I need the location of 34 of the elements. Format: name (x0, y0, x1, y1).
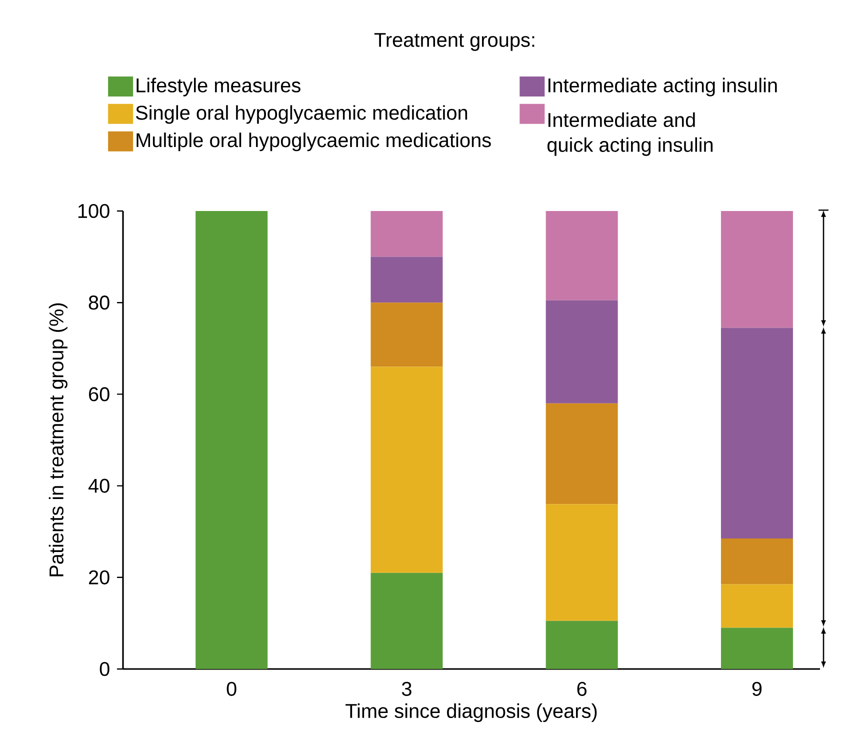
y-tick-label: 40 (88, 478, 110, 493)
bar (546, 620, 618, 669)
bar (720, 538, 793, 584)
legend-label: Single oral hypoglycaemic medication (136, 105, 468, 124)
legend-label: Multiple oral hypoglycaemic medications (136, 132, 491, 152)
legend-title: Treatment groups: (374, 33, 534, 51)
y-tick-label: 100 (78, 204, 110, 218)
bar (720, 628, 793, 669)
y-tick-label: 80 (88, 296, 110, 310)
bar (370, 366, 443, 573)
bar (546, 300, 618, 404)
bar (546, 210, 618, 300)
legend-label: Intermediate acting insulin (548, 78, 777, 96)
y-tick-label: 60 (89, 387, 110, 402)
x-tick-label: 3 (402, 682, 412, 696)
bar (370, 572, 443, 669)
bar (720, 210, 793, 328)
bar (370, 256, 443, 303)
bar (370, 302, 443, 367)
legend-label: Lifestyle measures (136, 78, 300, 96)
x-tick-label: 0 (226, 682, 236, 696)
x-tick-label: 6 (577, 682, 586, 696)
bar (370, 210, 443, 257)
x-tick-label: 9 (752, 682, 762, 696)
x-axis-title: Time since diagnosis (years) (346, 703, 597, 722)
bar (546, 504, 618, 621)
bar (546, 403, 618, 504)
y-axis-title: Patients in treatment group (%) (48, 303, 68, 576)
bar (720, 328, 793, 538)
bar (720, 584, 793, 628)
bar (196, 210, 268, 669)
legend-label: Intermediate and quick acting insulin (547, 112, 713, 156)
y-tick-label: 20 (88, 570, 110, 584)
y-tick-label: 0 (100, 662, 110, 676)
